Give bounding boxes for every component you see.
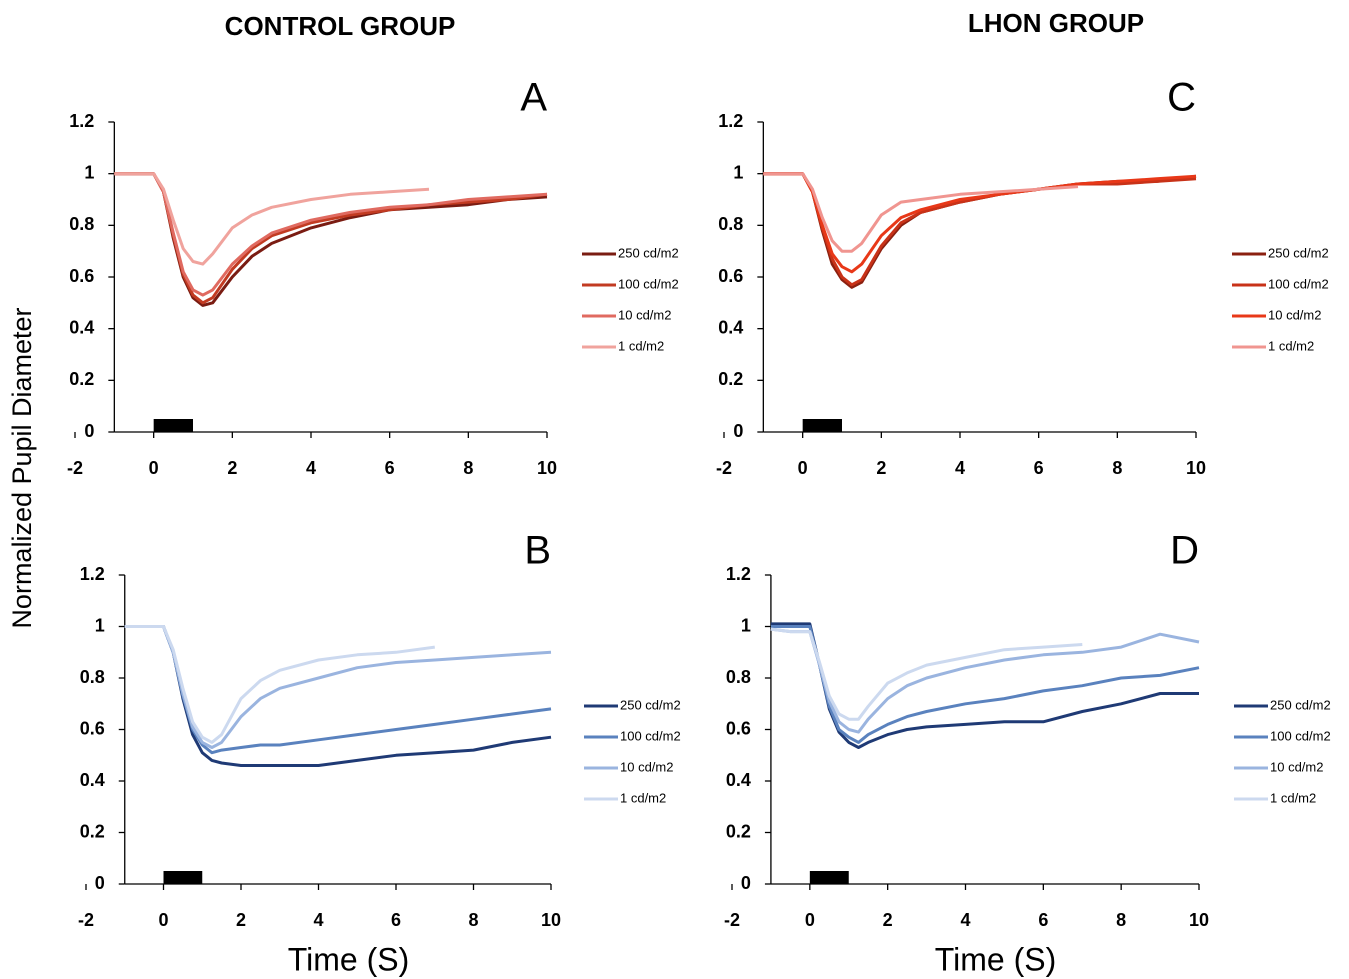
x-tick-label: 10	[1189, 910, 1209, 930]
y-tick-label: 0.8	[726, 667, 751, 687]
x-tick-label: 10	[1186, 458, 1206, 478]
x-tick-label: 6	[391, 910, 401, 930]
x-tick-label: 2	[236, 910, 246, 930]
x-tick-label: 8	[1116, 910, 1126, 930]
legend-label: 100 cd/m2	[620, 728, 681, 743]
stimulus-bar	[153, 419, 193, 432]
x-tick-label: 10	[537, 458, 557, 478]
x-tick-label: -2	[716, 458, 732, 478]
y-tick-label: 0.2	[726, 821, 751, 841]
y-tick-label: 0.6	[80, 718, 105, 738]
y-tick-label: 0.6	[69, 266, 94, 286]
y-tick-label: 0.8	[80, 667, 105, 687]
x-axis-label: Time (S)	[288, 941, 409, 977]
y-tick-label: 1.2	[69, 111, 94, 131]
series-line	[763, 172, 1079, 253]
x-tick-label: 0	[149, 458, 159, 478]
x-tick-label: 6	[1034, 458, 1044, 478]
series-line	[124, 625, 552, 755]
y-tick-label: 0.8	[718, 214, 743, 234]
legend-label: 250 cd/m2	[620, 697, 681, 712]
y-tick-label: 0	[95, 873, 105, 893]
legend-label: 250 cd/m2	[618, 245, 679, 260]
y-tick-label: 1	[95, 615, 105, 635]
legend-label: 1 cd/m2	[1268, 338, 1314, 353]
x-axis-label: Time (S)	[935, 941, 1056, 977]
stimulus-bar	[809, 871, 849, 884]
x-tick-label: -2	[78, 910, 94, 930]
legend-label: 250 cd/m2	[1270, 697, 1331, 712]
y-tick-label: 1.2	[718, 111, 743, 131]
series-line	[114, 172, 430, 266]
legend-label: 1 cd/m2	[618, 338, 664, 353]
y-tick-label: 0.4	[718, 317, 743, 337]
x-tick-label: 0	[158, 910, 168, 930]
x-tick-label: 8	[463, 458, 473, 478]
x-tick-label: 6	[385, 458, 395, 478]
group-title: CONTROL GROUP	[225, 11, 456, 41]
x-tick-label: -2	[67, 458, 83, 478]
panel-label: A	[520, 76, 547, 120]
panel-label: D	[1170, 529, 1199, 573]
series-line	[763, 172, 1197, 274]
panel-label: C	[1167, 76, 1196, 120]
x-tick-label: 8	[1112, 458, 1122, 478]
series-line	[770, 627, 1083, 721]
y-tick-label: 0.4	[80, 770, 105, 790]
y-tick-label: 0.6	[726, 718, 751, 738]
legend-label: 100 cd/m2	[618, 276, 679, 291]
legend-label: 10 cd/m2	[1270, 759, 1323, 774]
y-tick-label: 1	[733, 162, 743, 182]
y-tick-label: 1	[741, 615, 751, 635]
y-tick-label: 0.2	[69, 369, 94, 389]
y-tick-label: 0.6	[718, 266, 743, 286]
x-tick-label: 6	[1038, 910, 1048, 930]
x-tick-label: 4	[306, 458, 316, 478]
y-tick-label: 1	[84, 162, 94, 182]
y-tick-label: 1.2	[80, 564, 105, 584]
group-title: LHON GROUP	[968, 8, 1144, 38]
x-tick-label: -2	[724, 910, 740, 930]
y-tick-label: 0	[84, 421, 94, 441]
y-tick-label: 0.2	[718, 369, 743, 389]
x-tick-label: 0	[805, 910, 815, 930]
stimulus-bar	[163, 871, 203, 884]
x-tick-label: 10	[541, 910, 561, 930]
series-line	[124, 625, 552, 749]
legend-label: 1 cd/m2	[620, 790, 666, 805]
y-axis-label: Normalized Pupil Diameter	[7, 307, 37, 628]
y-tick-label: 1.2	[726, 564, 751, 584]
legend-label: 100 cd/m2	[1268, 276, 1329, 291]
legend-label: 1 cd/m2	[1270, 790, 1316, 805]
legend-label: 10 cd/m2	[1268, 307, 1321, 322]
series-line	[124, 625, 435, 744]
x-tick-label: 4	[955, 458, 965, 478]
legend-label: 100 cd/m2	[1270, 728, 1331, 743]
x-tick-label: 2	[227, 458, 237, 478]
legend-label: 10 cd/m2	[618, 307, 671, 322]
x-tick-label: 4	[960, 910, 970, 930]
y-tick-label: 0.4	[69, 317, 94, 337]
x-tick-label: 4	[313, 910, 323, 930]
y-tick-label: 0	[733, 421, 743, 441]
y-tick-label: 0	[741, 873, 751, 893]
legend-label: 250 cd/m2	[1268, 245, 1329, 260]
y-tick-label: 0.8	[69, 214, 94, 234]
x-tick-label: 2	[876, 458, 886, 478]
y-tick-label: 0.4	[726, 770, 751, 790]
stimulus-bar	[802, 419, 842, 432]
x-tick-label: 2	[883, 910, 893, 930]
series-line	[124, 625, 552, 767]
panel-label: B	[524, 529, 551, 573]
series-line	[770, 627, 1200, 734]
x-tick-label: 8	[468, 910, 478, 930]
y-tick-label: 0.2	[80, 821, 105, 841]
x-tick-label: 0	[798, 458, 808, 478]
legend-label: 10 cd/m2	[620, 759, 673, 774]
